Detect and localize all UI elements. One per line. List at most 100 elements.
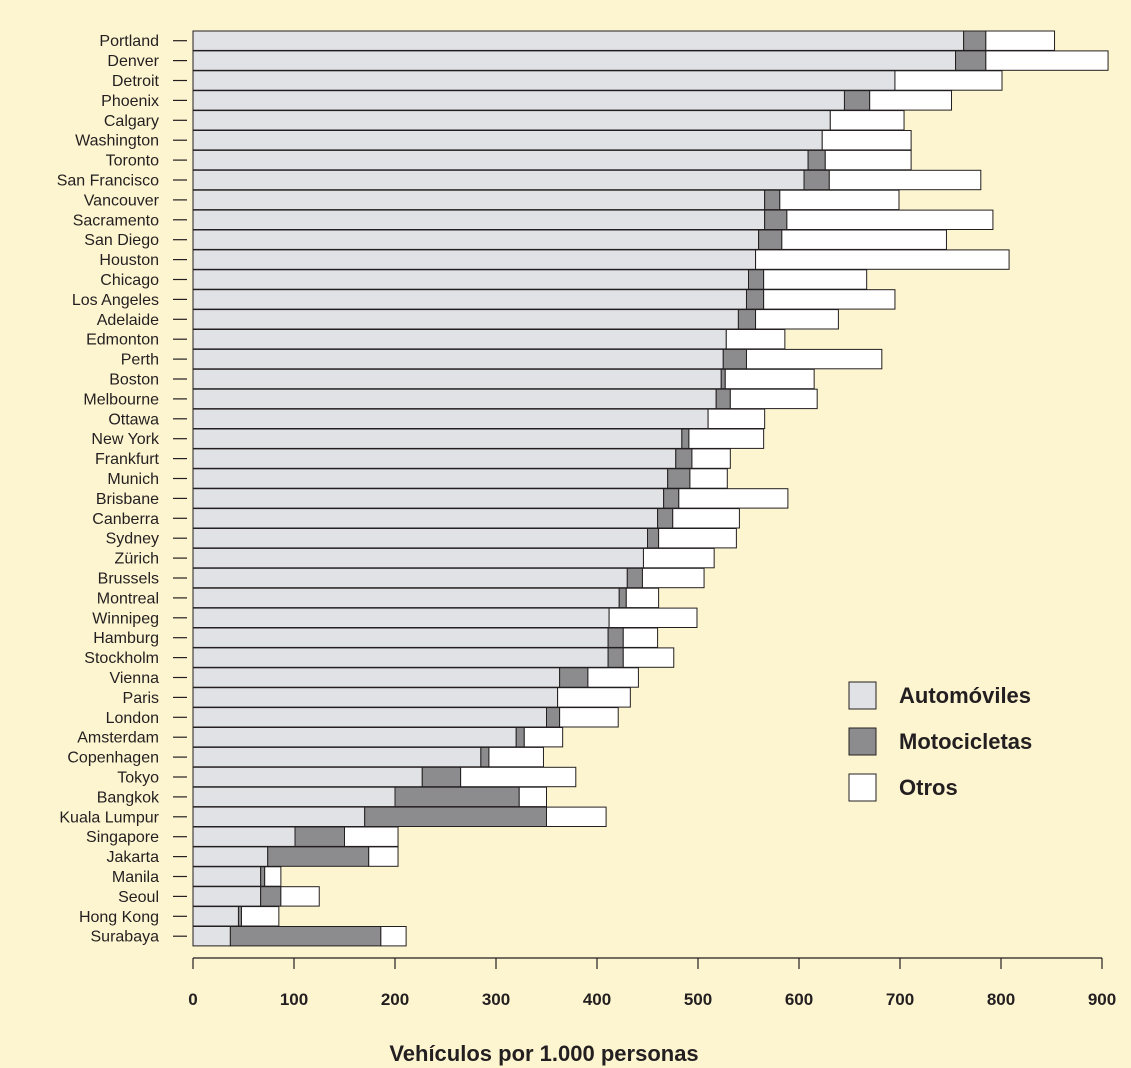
bar-otros (779, 189, 900, 211)
bar-motos (748, 269, 765, 290)
bar-autos (192, 90, 845, 111)
bar-motos (364, 806, 548, 827)
category-label: Washington (75, 133, 159, 150)
bar-autos (192, 30, 965, 51)
bar-autos (192, 448, 677, 469)
bar-autos (192, 866, 262, 887)
bar-autos (192, 826, 296, 847)
category-label: Bangkok (97, 789, 160, 806)
category-label: Hong Kong (79, 909, 159, 926)
bar-otros (763, 269, 868, 290)
bar-autos (192, 149, 809, 171)
bar-autos (192, 169, 805, 191)
bar-motos (715, 388, 731, 410)
category-label: Brisbane (96, 491, 159, 508)
legend-swatch (848, 773, 877, 802)
bar-motos (559, 667, 589, 688)
bar-autos (192, 189, 766, 211)
category-label: Paris (123, 690, 159, 707)
bar-autos (192, 707, 547, 728)
bar-motos (260, 886, 282, 907)
bar-motos (626, 567, 643, 589)
category-label: Toronto (106, 153, 159, 170)
category-label: Copenhagen (67, 750, 159, 767)
category-label: Hamburg (93, 630, 159, 647)
category-label: Chicago (100, 272, 159, 289)
bar-otros (559, 707, 619, 728)
bars (192, 30, 1109, 947)
bar-motos (963, 30, 987, 51)
category-label: Boston (109, 372, 159, 389)
category-label: Edmonton (86, 332, 159, 349)
category-label: Canberra (92, 511, 159, 528)
bar-motos (720, 368, 726, 390)
bar-autos (192, 408, 709, 430)
x-axis: 0 100 200 300 400 500 600 700 800 900 (188, 957, 1116, 1009)
bar-motos (663, 488, 680, 509)
x-tick-label: 300 (482, 990, 510, 1009)
category-label: Perth (121, 352, 159, 369)
bar-otros (824, 149, 912, 171)
category-label: Munich (107, 471, 159, 488)
bar-autos (192, 727, 517, 748)
bar-otros (786, 209, 994, 231)
bar-motos (607, 647, 624, 668)
bar-otros (344, 826, 399, 847)
category-labels: Portland Denver Detroit Phoenix Calgary Washi… (57, 33, 187, 946)
bar-motos (657, 508, 674, 529)
bar-motos (955, 50, 987, 71)
bar-otros (658, 528, 737, 549)
bar-autos (192, 388, 717, 410)
category-label: Brussels (98, 571, 159, 588)
bar-otros (587, 667, 639, 688)
bar-autos (192, 70, 896, 91)
bar-autos (192, 289, 747, 310)
category-label: New York (91, 431, 160, 448)
category-label: Ottawa (108, 411, 159, 428)
bar-motos (807, 149, 826, 171)
category-label: Seoul (118, 889, 159, 906)
bar-autos (192, 329, 727, 350)
bar-otros (523, 727, 564, 748)
bar-autos (192, 547, 644, 569)
x-axis-label: Vehículos por 1.000 personas (389, 1041, 698, 1066)
bar-autos (192, 110, 831, 131)
bar-otros (755, 249, 1010, 270)
bar-motos (607, 627, 624, 648)
bar-motos (758, 229, 783, 250)
bar-autos (192, 508, 659, 529)
bar-otros (691, 448, 731, 469)
bar-motos (764, 189, 781, 211)
bar-autos (192, 687, 559, 708)
x-tick-label: 400 (583, 990, 611, 1009)
bar-autos (192, 846, 269, 867)
bar-autos (192, 229, 760, 250)
category-label: Montreal (97, 590, 159, 607)
category-label: Phoenix (101, 93, 159, 110)
bar-motos (843, 90, 871, 111)
bar-autos (192, 667, 561, 688)
category-label: Frankfurt (95, 451, 160, 468)
category-label: Adelaide (97, 312, 159, 329)
category-label: Sacramento (73, 212, 159, 229)
bar-autos (192, 368, 722, 390)
bar-autos (192, 309, 739, 330)
category-label: Tokyo (117, 770, 159, 787)
category-label: Singapore (86, 829, 159, 846)
bar-otros (608, 607, 698, 628)
bar-motos (803, 169, 830, 191)
category-label: Vancouver (84, 192, 160, 209)
bar-otros (689, 468, 728, 489)
bar-otros (264, 866, 282, 887)
x-tick-label: 700 (886, 990, 914, 1009)
bar-autos (192, 428, 683, 449)
bar-otros (240, 906, 280, 927)
x-tick-label: 100 (280, 990, 308, 1009)
bar-motos (229, 926, 382, 947)
legend-label: Automóviles (899, 683, 1031, 708)
bar-motos (421, 766, 462, 788)
bar-otros (729, 388, 818, 410)
bar-otros (763, 289, 896, 310)
bar-motos (515, 727, 525, 748)
